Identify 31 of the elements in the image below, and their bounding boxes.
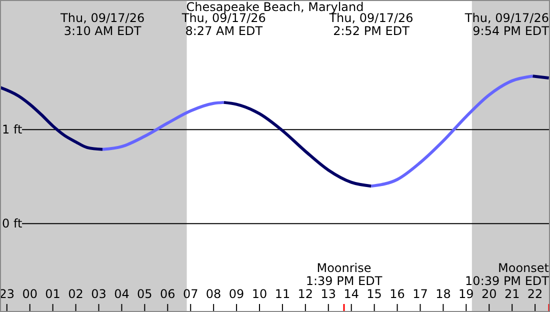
x-tick-label: 17 <box>412 287 428 301</box>
x-tick-label: 10 <box>252 287 268 301</box>
x-tick-label: 00 <box>22 287 38 301</box>
annotation: Thu, 09/17/26 2:52 PM EDT <box>328 11 414 38</box>
annotation: Moonrise 1:39 PM EDT <box>306 261 383 288</box>
x-tick-label: 21 <box>504 287 520 301</box>
x-tick-label: 07 <box>182 287 198 301</box>
x-tick-label: 14 <box>344 287 359 301</box>
x-tick-label: 19 <box>458 287 474 301</box>
y-tick-label: 0 ft <box>2 216 22 231</box>
chart-title: Chesapeake Beach, Maryland <box>186 0 364 14</box>
x-tick-label: 08 <box>206 287 222 301</box>
x-tick-label: 15 <box>366 287 382 301</box>
x-tick-label: 18 <box>436 287 451 301</box>
x-tick-label: 03 <box>91 287 106 301</box>
x-tick-label: 11 <box>274 287 290 301</box>
annotation: Thu, 09/17/26 9:54 PM EDT <box>464 11 550 38</box>
annotation: Thu, 09/17/26 3:10 AM EDT <box>60 11 145 38</box>
x-tick-label: 04 <box>114 287 130 301</box>
x-tick-label: 01 <box>45 287 60 301</box>
x-tick-label: 09 <box>228 287 244 301</box>
x-tick-label: 12 <box>298 287 314 301</box>
x-tick-label: 02 <box>68 287 84 301</box>
x-tick-label: 05 <box>137 287 152 301</box>
x-tick-label: 20 <box>482 287 497 301</box>
annotation: Moonset 10:39 PM EDT <box>465 261 550 288</box>
x-tick-label: 06 <box>160 287 176 301</box>
y-tick-label: 1 ft <box>2 122 22 137</box>
x-tick-label: 16 <box>390 287 405 301</box>
x-tick-label: 22 <box>527 287 543 301</box>
x-tick-label: 13 <box>320 287 336 301</box>
